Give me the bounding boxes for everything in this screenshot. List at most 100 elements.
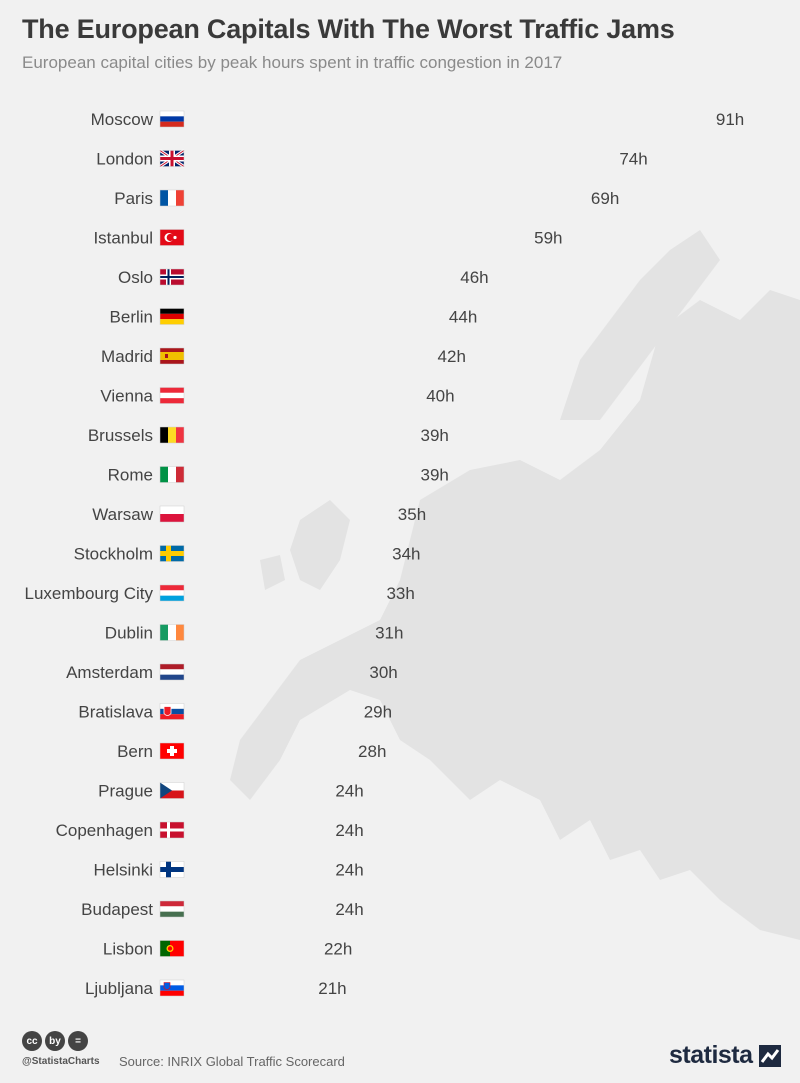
car-icon [221,548,247,561]
chart-row: Ljubljana 21h [85,979,347,998]
car-icon [447,113,473,126]
car-icon [334,666,360,679]
car-icon [278,153,303,166]
category-label: Bern [117,742,153,761]
car-icon [363,429,387,442]
chart-row: Berlin 44h [110,308,478,327]
pictogram-bar [193,824,330,837]
car-icon [278,627,303,640]
chart-row: Bern 28h [117,742,386,761]
car-icon [221,982,247,995]
flag-icon [159,900,185,918]
car-icon [193,587,218,600]
pictogram-bar [193,863,330,877]
chart-row: Stockholm 34h [74,545,421,564]
car-icon [504,113,530,126]
value-label: 24h [335,782,363,801]
value-label: 34h [392,545,420,564]
category-label: Luxembourg City [24,584,153,603]
car-icon [334,627,360,640]
chart-title: The European Capitals With The Worst Tra… [22,14,675,44]
car-icon [250,627,274,640]
car-icon [250,232,274,245]
car-icon [193,468,218,482]
chart-row: London 74h [96,149,648,169]
pictogram-bar [193,389,421,403]
chart-row: Budapest 24h [81,900,364,919]
car-icon [306,152,331,166]
chart-subtitle: European capital cities by peak hours sp… [22,53,563,72]
category-label: Dublin [105,624,153,643]
car-icon [447,232,473,245]
car-icon [477,232,500,245]
pictogram-bar [193,508,392,521]
car-icon [306,903,330,916]
car-icon [250,192,274,205]
category-label: Paris [114,189,153,208]
twitter-handle: @StatistaCharts [22,1056,100,1067]
car-icon [363,113,387,126]
car-icon [447,192,473,205]
flag-icon [159,861,185,878]
car-icon [250,824,274,837]
car-icon [419,310,443,324]
value-label: 46h [460,268,488,287]
car-icon [221,271,247,284]
chart-row: Warsaw 35h [92,505,426,524]
pictogram-bar [193,113,710,126]
car-icon [221,469,247,482]
car-icon [532,113,558,126]
pictogram-bar [193,547,387,561]
car-icon [306,784,330,798]
flag-icon [159,742,185,760]
value-label: 24h [335,861,363,880]
car-icon [363,311,387,324]
car-icon [250,271,274,284]
category-label: Stockholm [74,545,153,564]
car-icon [221,587,247,600]
car-icon [363,192,387,205]
car-icon [193,745,218,758]
car-icon [193,547,218,561]
car-icon [221,627,247,640]
value-label: 39h [421,466,449,485]
category-label: Moscow [91,110,154,129]
car-icon [334,706,358,719]
value-label: 42h [438,347,466,366]
car-icon [561,153,586,166]
category-label: Budapest [81,900,153,919]
car-icon [334,232,360,245]
chart-row: Prague 24h [98,782,364,801]
pictogram-bar [193,468,415,482]
category-label: Madrid [101,347,153,366]
car-icon [363,232,387,245]
pictogram-bar [193,310,443,324]
car-icon [561,192,585,205]
car-icon [193,863,218,877]
flag-icon [159,229,185,246]
car-icon [193,705,218,719]
chart-row: Luxembourg City 33h [24,584,414,603]
value-label: 40h [426,387,454,406]
car-icon [193,508,218,521]
chart-row: Vienna 40h [100,387,454,406]
car-icon [193,113,218,126]
car-icon [278,469,303,482]
car-icon [334,311,360,324]
car-icon [193,310,218,324]
brand-name: statista [669,1041,753,1069]
value-label: 44h [449,308,477,327]
car-icon [334,192,360,205]
car-icon [193,152,218,166]
flag-icon [159,663,185,681]
pictogram-bar [193,231,529,245]
car-icon [193,389,218,403]
flag-icon [159,308,185,325]
car-icon [334,113,360,126]
category-label: Oslo [118,268,153,287]
statista-mark-icon [758,1044,781,1067]
car-icon [221,192,247,205]
car-icon [250,153,274,166]
flag-icon [159,347,185,365]
car-icon [278,350,303,363]
